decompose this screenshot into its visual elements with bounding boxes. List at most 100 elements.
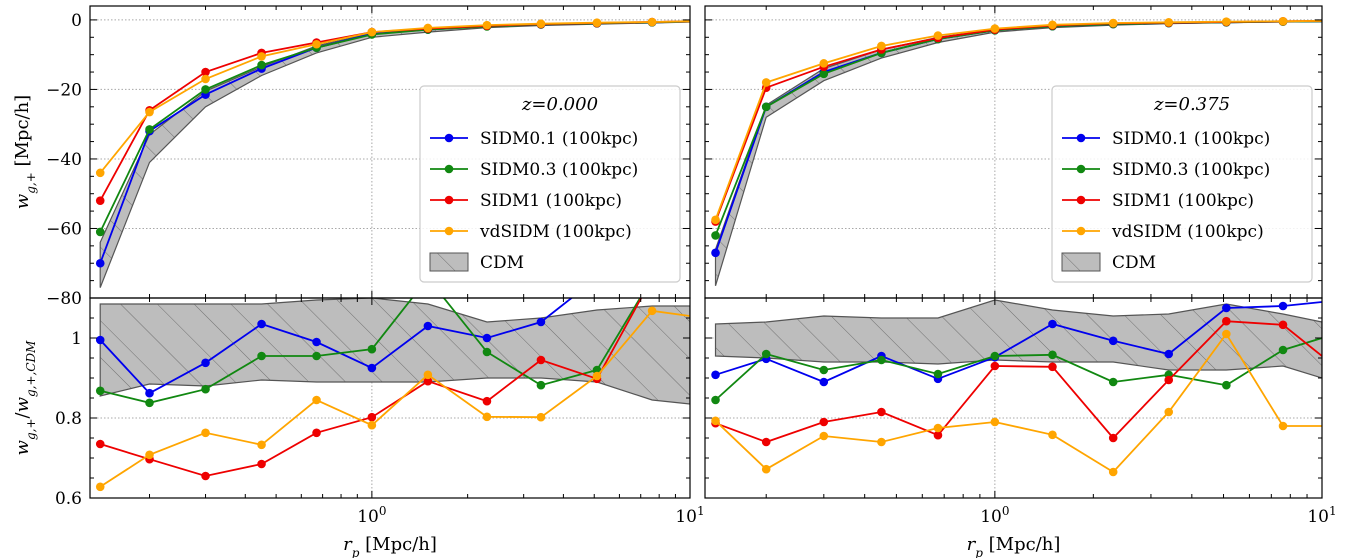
data-point-sidm1 — [877, 407, 886, 417]
data-point-sidm1 — [1108, 433, 1118, 443]
data-point-sidm1 — [1278, 320, 1288, 330]
data-point-sidm03 — [1278, 345, 1288, 355]
legend-entry: SIDM0.1 (100kpc) — [1112, 129, 1270, 149]
data-point-sidm03 — [1108, 377, 1118, 387]
data-point-sidm03 — [711, 231, 720, 240]
y-axis-label-part: w — [12, 439, 33, 455]
data-point-vdsidm — [201, 74, 210, 84]
data-point-sidm1 — [761, 437, 771, 447]
y-tick-label: −20 — [46, 80, 82, 100]
data-point-sidm01 — [145, 388, 154, 398]
x-tick-label: 100 — [357, 504, 386, 527]
x-tick-label-part: 0 — [1002, 504, 1010, 518]
panel-top-right: z=0.375 SIDM0.1 (100kpc) SIDM0.3 (100kpc) S… — [704, 5, 1323, 299]
data-point-vdsidm — [1164, 407, 1174, 417]
y-tick-label: 0 — [71, 11, 82, 31]
data-point-vdsidm — [761, 78, 771, 87]
x-tick-label-part: 10 — [1307, 507, 1329, 527]
data-point-sidm1 — [1222, 316, 1231, 326]
data-point-sidm03 — [819, 69, 829, 79]
data-point-sidm1 — [990, 361, 1000, 371]
legend: z=0.000 SIDM0.1 (100kpc) SIDM0.3 (100kpc) S… — [419, 85, 681, 283]
data-point-sidm1 — [482, 396, 492, 406]
legend-entry: SIDM0.3 (100kpc) — [1112, 160, 1270, 180]
legend-marker — [444, 195, 454, 205]
data-point-vdsidm — [819, 431, 829, 441]
data-point-vdsidm — [145, 450, 154, 460]
data-point-vdsidm — [95, 168, 105, 178]
data-point-vdsidm — [1108, 467, 1118, 477]
y-axis-label: wg,+ [Mpc/h] — [12, 95, 38, 209]
data-point-vdsidm — [933, 423, 943, 433]
data-point-vdsidm — [711, 416, 720, 426]
data-point-sidm01 — [1108, 336, 1118, 346]
data-point-vdsidm — [1048, 430, 1057, 440]
data-point-sidm1 — [819, 417, 829, 427]
data-point-sidm03 — [312, 351, 321, 361]
series-line-vdsidm — [714, 332, 1322, 474]
x-axis-label-part: r — [967, 534, 977, 555]
legend-entry: CDM — [480, 253, 524, 273]
y-axis-label-part: g,+,CDM — [24, 340, 38, 397]
data-point-vdsidm — [1108, 18, 1118, 28]
data-point-vdsidm — [482, 412, 492, 422]
legend-box — [419, 85, 681, 283]
legend-title: z=0.375 — [1153, 94, 1230, 115]
data-point-sidm1 — [933, 430, 943, 440]
data-point-vdsidm — [536, 412, 546, 422]
plot-area — [711, 16, 1322, 286]
data-point-sidm03 — [367, 344, 377, 354]
legend-entry: SIDM0.1 (100kpc) — [480, 129, 638, 149]
data-point-vdsidm — [1278, 16, 1288, 26]
y-axis-label-part: g,+ — [24, 418, 38, 440]
data-point-sidm01 — [423, 321, 433, 331]
legend-band-swatch — [429, 252, 469, 272]
series-line-vdsidm — [99, 20, 690, 174]
data-point-sidm03 — [711, 395, 720, 405]
data-point-sidm01 — [1222, 303, 1231, 313]
series-line-sidm01 — [99, 298, 574, 395]
y-tick-label: 0.6 — [55, 489, 82, 509]
data-point-vdsidm — [1222, 17, 1231, 26]
data-point-sidm03 — [257, 60, 266, 70]
data-point-sidm03 — [990, 351, 1000, 361]
legend: z=0.375 SIDM0.1 (100kpc) SIDM0.3 (100kpc) S… — [1051, 85, 1313, 283]
data-point-sidm03 — [201, 85, 210, 94]
x-tick-label: 101 — [675, 504, 704, 527]
x-axis-label-part: r — [343, 534, 353, 555]
data-point-sidm03 — [877, 355, 886, 365]
series-line-sidm03 — [99, 298, 642, 404]
data-point-vdsidm — [201, 428, 210, 438]
data-point-vdsidm — [423, 23, 433, 33]
y-axis-label-part: g,+ — [24, 172, 38, 194]
data-point-vdsidm — [257, 440, 266, 450]
data-point-sidm01 — [312, 337, 321, 347]
data-point-sidm01 — [711, 248, 720, 258]
y-tick-label: −60 — [46, 219, 82, 239]
data-point-sidm01 — [711, 370, 720, 380]
data-point-vdsidm — [877, 437, 886, 447]
data-point-vdsidm — [990, 417, 1000, 427]
data-point-vdsidm — [423, 370, 433, 380]
data-point-sidm03 — [1048, 350, 1057, 360]
y-axis-label-part: w — [12, 396, 33, 412]
legend-marker — [444, 164, 454, 174]
data-point-vdsidm — [990, 24, 1000, 33]
x-axis-label: rp [Mpc/h] — [967, 534, 1061, 558]
x-axis-label-part: p — [352, 546, 360, 558]
y-axis-label: wg,+/wg,+,CDM — [12, 340, 38, 456]
x-tick-label-part: 10 — [675, 507, 697, 527]
x-tick-label-part: 10 — [980, 507, 1002, 527]
data-point-sidm03 — [761, 349, 771, 359]
legend-marker — [1076, 226, 1086, 236]
x-tick-label: 101 — [1307, 504, 1336, 527]
x-axis-label: rp [Mpc/h] — [343, 534, 437, 558]
data-point-sidm03 — [257, 351, 266, 361]
y-axis-label-part: / — [12, 411, 33, 418]
data-point-vdsidm — [95, 482, 105, 492]
y-tick-label: −80 — [46, 289, 82, 309]
data-point-vdsidm — [592, 371, 602, 381]
